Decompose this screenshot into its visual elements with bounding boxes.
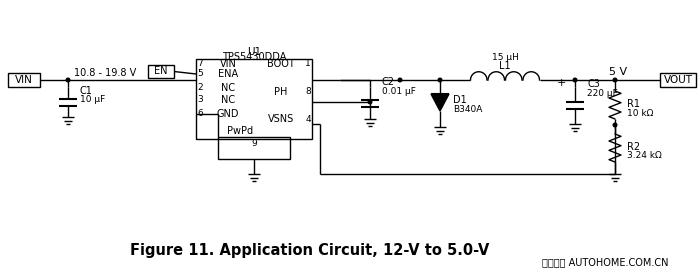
Text: VIN: VIN: [15, 75, 33, 85]
Bar: [8, 73, 40, 87]
Text: BOOT: BOOT: [267, 59, 295, 69]
Circle shape: [368, 100, 372, 104]
Text: 6: 6: [197, 110, 203, 118]
Circle shape: [613, 78, 617, 82]
Bar: [148, 65, 174, 78]
Text: B340A: B340A: [453, 104, 482, 113]
Text: 10.8 - 19.8 V: 10.8 - 19.8 V: [74, 68, 136, 78]
Text: C1: C1: [80, 86, 93, 96]
Text: 5: 5: [197, 70, 203, 78]
Text: NC: NC: [221, 83, 235, 93]
Text: 4: 4: [305, 115, 311, 124]
Circle shape: [66, 78, 70, 82]
Polygon shape: [431, 94, 449, 111]
Text: VSNS: VSNS: [268, 114, 294, 124]
Text: VOUT: VOUT: [664, 75, 692, 85]
Text: VIN: VIN: [220, 59, 237, 69]
Text: +: +: [556, 78, 566, 88]
Text: 0.01 μF: 0.01 μF: [382, 87, 416, 96]
Text: 3.24 kΩ: 3.24 kΩ: [627, 152, 662, 161]
Text: PwPd: PwPd: [227, 126, 253, 136]
Text: GND: GND: [217, 109, 239, 119]
Text: 2: 2: [197, 84, 203, 93]
Text: Figure 11. Application Circuit, 12-V to 5.0-V: Figure 11. Application Circuit, 12-V to …: [130, 242, 490, 258]
Text: PH: PH: [274, 87, 288, 97]
Text: U1: U1: [247, 47, 261, 57]
Text: 7: 7: [197, 59, 203, 68]
Text: 10 kΩ: 10 kΩ: [627, 109, 653, 118]
Text: R1: R1: [627, 99, 640, 109]
Text: R2: R2: [627, 142, 640, 152]
Text: C3: C3: [587, 79, 600, 89]
Text: L1: L1: [499, 61, 511, 71]
Circle shape: [573, 78, 577, 82]
Text: 8: 8: [305, 87, 311, 96]
Text: ENA: ENA: [218, 69, 238, 79]
Text: D1: D1: [453, 95, 467, 105]
Text: C2: C2: [382, 77, 395, 87]
Circle shape: [438, 78, 442, 82]
Bar: [660, 73, 696, 87]
Text: 汽车之家 AUTOHOME.COM.CN: 汽车之家 AUTOHOME.COM.CN: [542, 257, 668, 267]
Text: 15 μH: 15 μH: [491, 53, 519, 62]
Text: 9: 9: [251, 139, 257, 149]
Text: EN: EN: [154, 67, 168, 76]
Bar: [196, 59, 312, 139]
Text: 220 μF: 220 μF: [587, 89, 617, 98]
Text: 5 V: 5 V: [609, 67, 627, 77]
Circle shape: [613, 123, 617, 127]
Text: 10 μF: 10 μF: [80, 95, 105, 104]
Text: 1: 1: [305, 59, 311, 68]
Circle shape: [398, 78, 402, 82]
Text: TPS5430DDA: TPS5430DDA: [222, 52, 286, 62]
Text: 3: 3: [197, 96, 203, 104]
Bar: [218, 137, 290, 159]
Text: NC: NC: [221, 95, 235, 105]
